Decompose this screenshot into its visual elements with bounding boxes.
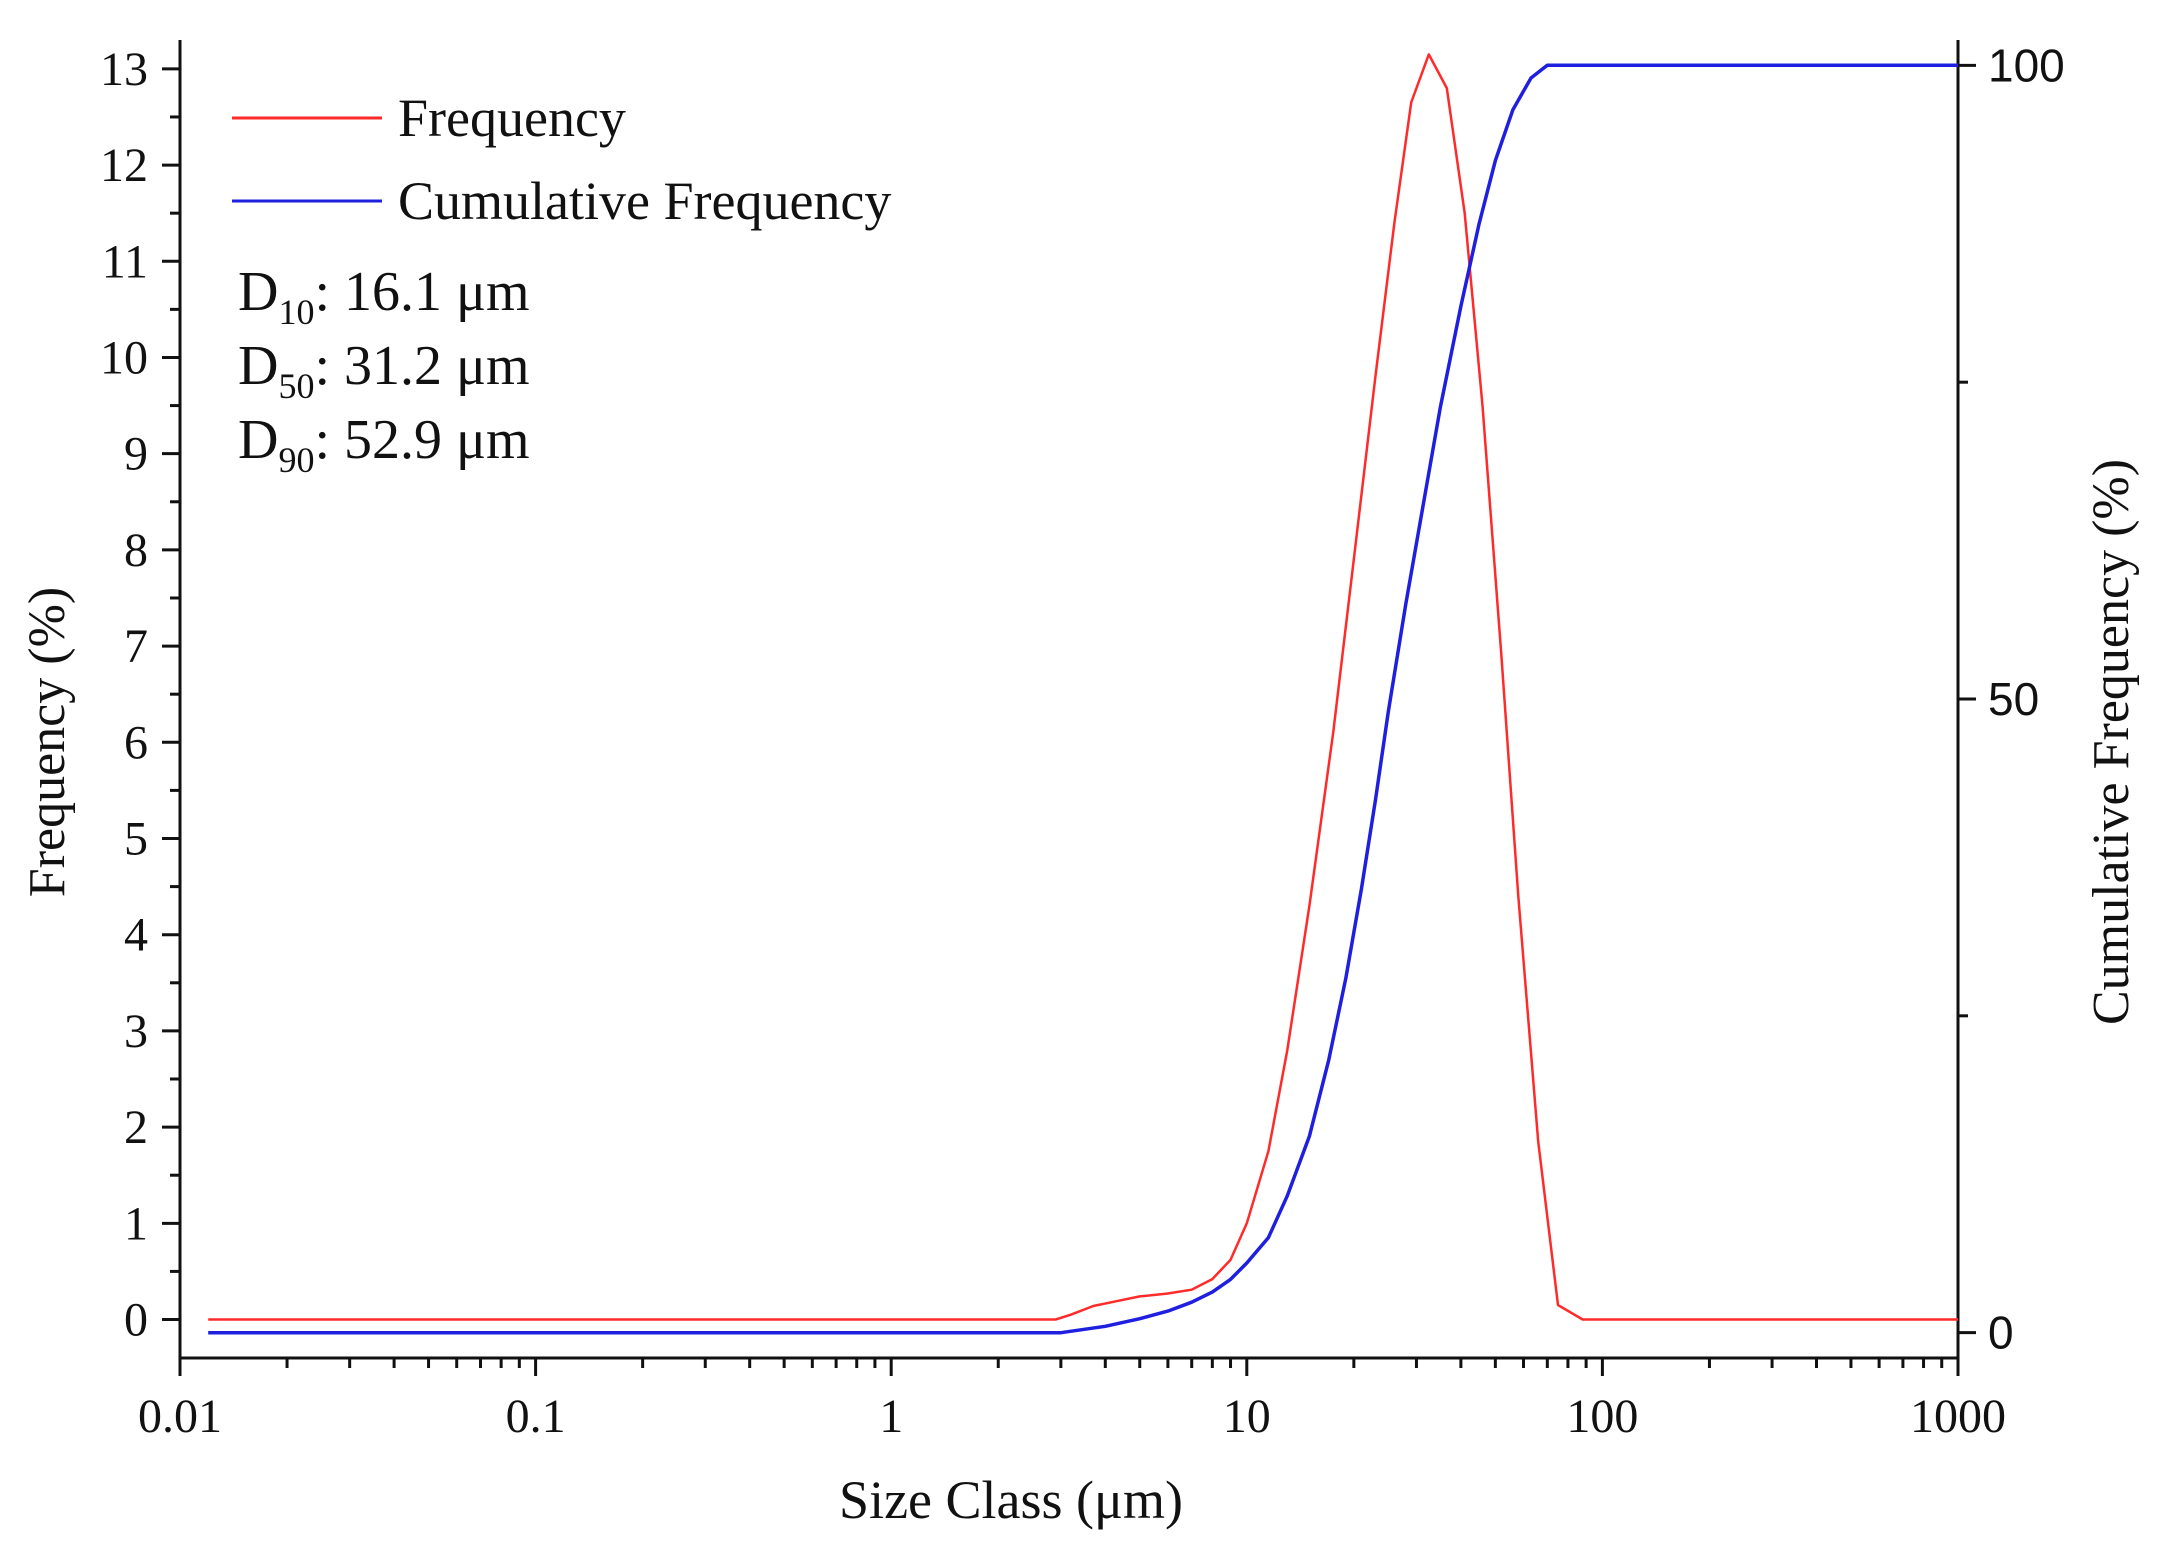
y-left-tick-label: 2 — [124, 1101, 148, 1154]
y-right-axis-title: Cumulative Frequency (%) — [2083, 459, 2140, 1025]
x-tick-label: 100 — [1566, 1390, 1638, 1443]
legend: Frequency Cumulative Frequency — [232, 88, 891, 231]
y-left-tick-label: 7 — [124, 620, 148, 673]
annotation-d90-subscript: 90 — [278, 440, 314, 480]
annotation-d90-value: : 52.9 μm — [314, 409, 529, 471]
annotation-d90: D90: 52.9 μm — [238, 409, 530, 480]
annotation-d10-symbol: D — [238, 261, 278, 323]
annotation-d50-symbol: D — [238, 335, 278, 397]
y-left-tick-label: 0 — [124, 1294, 148, 1347]
x-tick-label: 1000 — [1910, 1390, 2006, 1443]
y-left-tick-label: 3 — [124, 1005, 148, 1058]
x-tick-label: 10 — [1223, 1390, 1271, 1443]
annotation-d10-value: : 16.1 μm — [314, 261, 529, 323]
y-left-tick-label: 5 — [124, 812, 148, 865]
annotation-d90-symbol: D — [238, 409, 278, 471]
legend-label-frequency: Frequency — [398, 88, 626, 148]
y-right-ticks: 0 50 100 — [1958, 39, 2065, 1359]
y-left-tick-label: 4 — [124, 909, 148, 962]
x-axis-title: Size Class (μm) — [839, 1470, 1183, 1530]
y-left-tick-label: 13 — [100, 43, 148, 96]
x-tick-label: 0.1 — [506, 1390, 566, 1443]
annotation-d50-value: : 31.2 μm — [314, 335, 529, 397]
series-line-frequency — [208, 53, 1958, 1321]
y-left-tick-label: 8 — [124, 524, 148, 577]
annotations: D10: 16.1 μm D50: 31.2 μm D90: 52.9 μm — [238, 261, 530, 480]
annotation-d50-subscript: 50 — [278, 366, 314, 406]
y-left-tick-label: 9 — [124, 428, 148, 481]
annotation-d50: D50: 31.2 μm — [238, 335, 530, 406]
y-left-tick-label: 1 — [124, 1197, 148, 1250]
y-right-tick-label: 50 — [1988, 673, 2039, 725]
y-left-axis-title: Frequency (%) — [19, 587, 76, 897]
y-left-tick-label: 10 — [100, 331, 148, 384]
annotation-d10: D10: 16.1 μm — [238, 261, 530, 332]
x-tick-label: 1 — [879, 1390, 903, 1443]
y-left-tick-label: 12 — [100, 139, 148, 192]
series-layer — [208, 53, 1958, 1335]
y-right-tick-label: 100 — [1988, 39, 2065, 91]
series-line-cumulative-frequency — [208, 63, 1958, 1335]
y-right-tick-label: 0 — [1988, 1307, 2014, 1359]
y-left-tick-label: 11 — [102, 235, 148, 288]
x-tick-label: 0.01 — [138, 1390, 222, 1443]
legend-label-cumulative-frequency: Cumulative Frequency — [398, 171, 891, 231]
y-left-tick-label: 6 — [124, 716, 148, 769]
x-ticks: 0.01 0.1 1 10 100 1000 — [138, 1358, 2006, 1443]
annotation-d10-subscript: 10 — [278, 292, 314, 332]
